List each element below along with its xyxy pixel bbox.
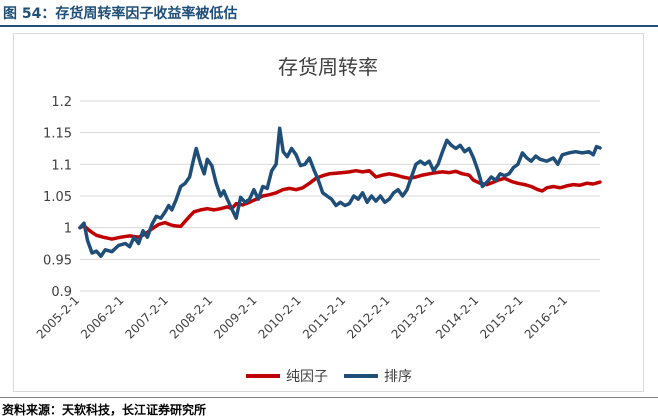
x-tick-label: 2011-2-1	[300, 293, 348, 341]
y-tick-label: 0.9	[51, 285, 72, 300]
x-tick-label: 2006-2-1	[78, 293, 126, 341]
y-tick-label: 1.1	[51, 158, 72, 173]
x-tick-label: 2007-2-1	[122, 293, 170, 341]
series-line-0	[78, 168, 602, 241]
legend-label: 纯因子	[286, 369, 328, 385]
y-tick-label: 1.05	[43, 190, 72, 205]
x-tick-label: 2009-2-1	[211, 293, 259, 341]
legend-label: 排序	[384, 369, 412, 385]
series-lines	[78, 126, 602, 258]
title-divider	[0, 25, 658, 27]
bottom-divider	[0, 397, 658, 398]
x-tick-label: 2016-2-1	[522, 293, 570, 341]
chart-title: 存货周转率	[278, 55, 378, 79]
x-tick-label: 2013-2-1	[389, 293, 437, 341]
y-tick-label: 0.95	[43, 253, 72, 268]
x-axis-ticks: 2005-2-12006-2-12007-2-12008-2-12009-2-1…	[34, 293, 570, 341]
y-tick-label: 1.15	[43, 127, 72, 142]
gridlines	[80, 100, 600, 292]
y-axis-ticks: 0.9 0.95 1 1.05 1.1 1.15 1.2	[43, 95, 72, 300]
x-tick-label: 2005-2-1	[34, 293, 82, 341]
figure-title: 图 54：存货周转率因子收益率被低估	[3, 6, 238, 22]
source-note: 资料来源：天软科技，长江证券研究所	[2, 403, 207, 417]
legend: 纯因子 排序	[246, 369, 412, 385]
x-tick-label: 2010-2-1	[256, 293, 304, 341]
chart-frame	[13, 33, 644, 392]
x-tick-label: 2008-2-1	[167, 293, 215, 341]
y-tick-label: 1	[64, 222, 72, 237]
x-tick-label: 2015-2-1	[477, 293, 525, 341]
x-tick-label: 2014-2-1	[433, 293, 481, 341]
y-tick-label: 1.2	[51, 95, 72, 110]
x-tick-label: 2012-2-1	[344, 293, 392, 341]
series-line-1	[78, 126, 602, 258]
